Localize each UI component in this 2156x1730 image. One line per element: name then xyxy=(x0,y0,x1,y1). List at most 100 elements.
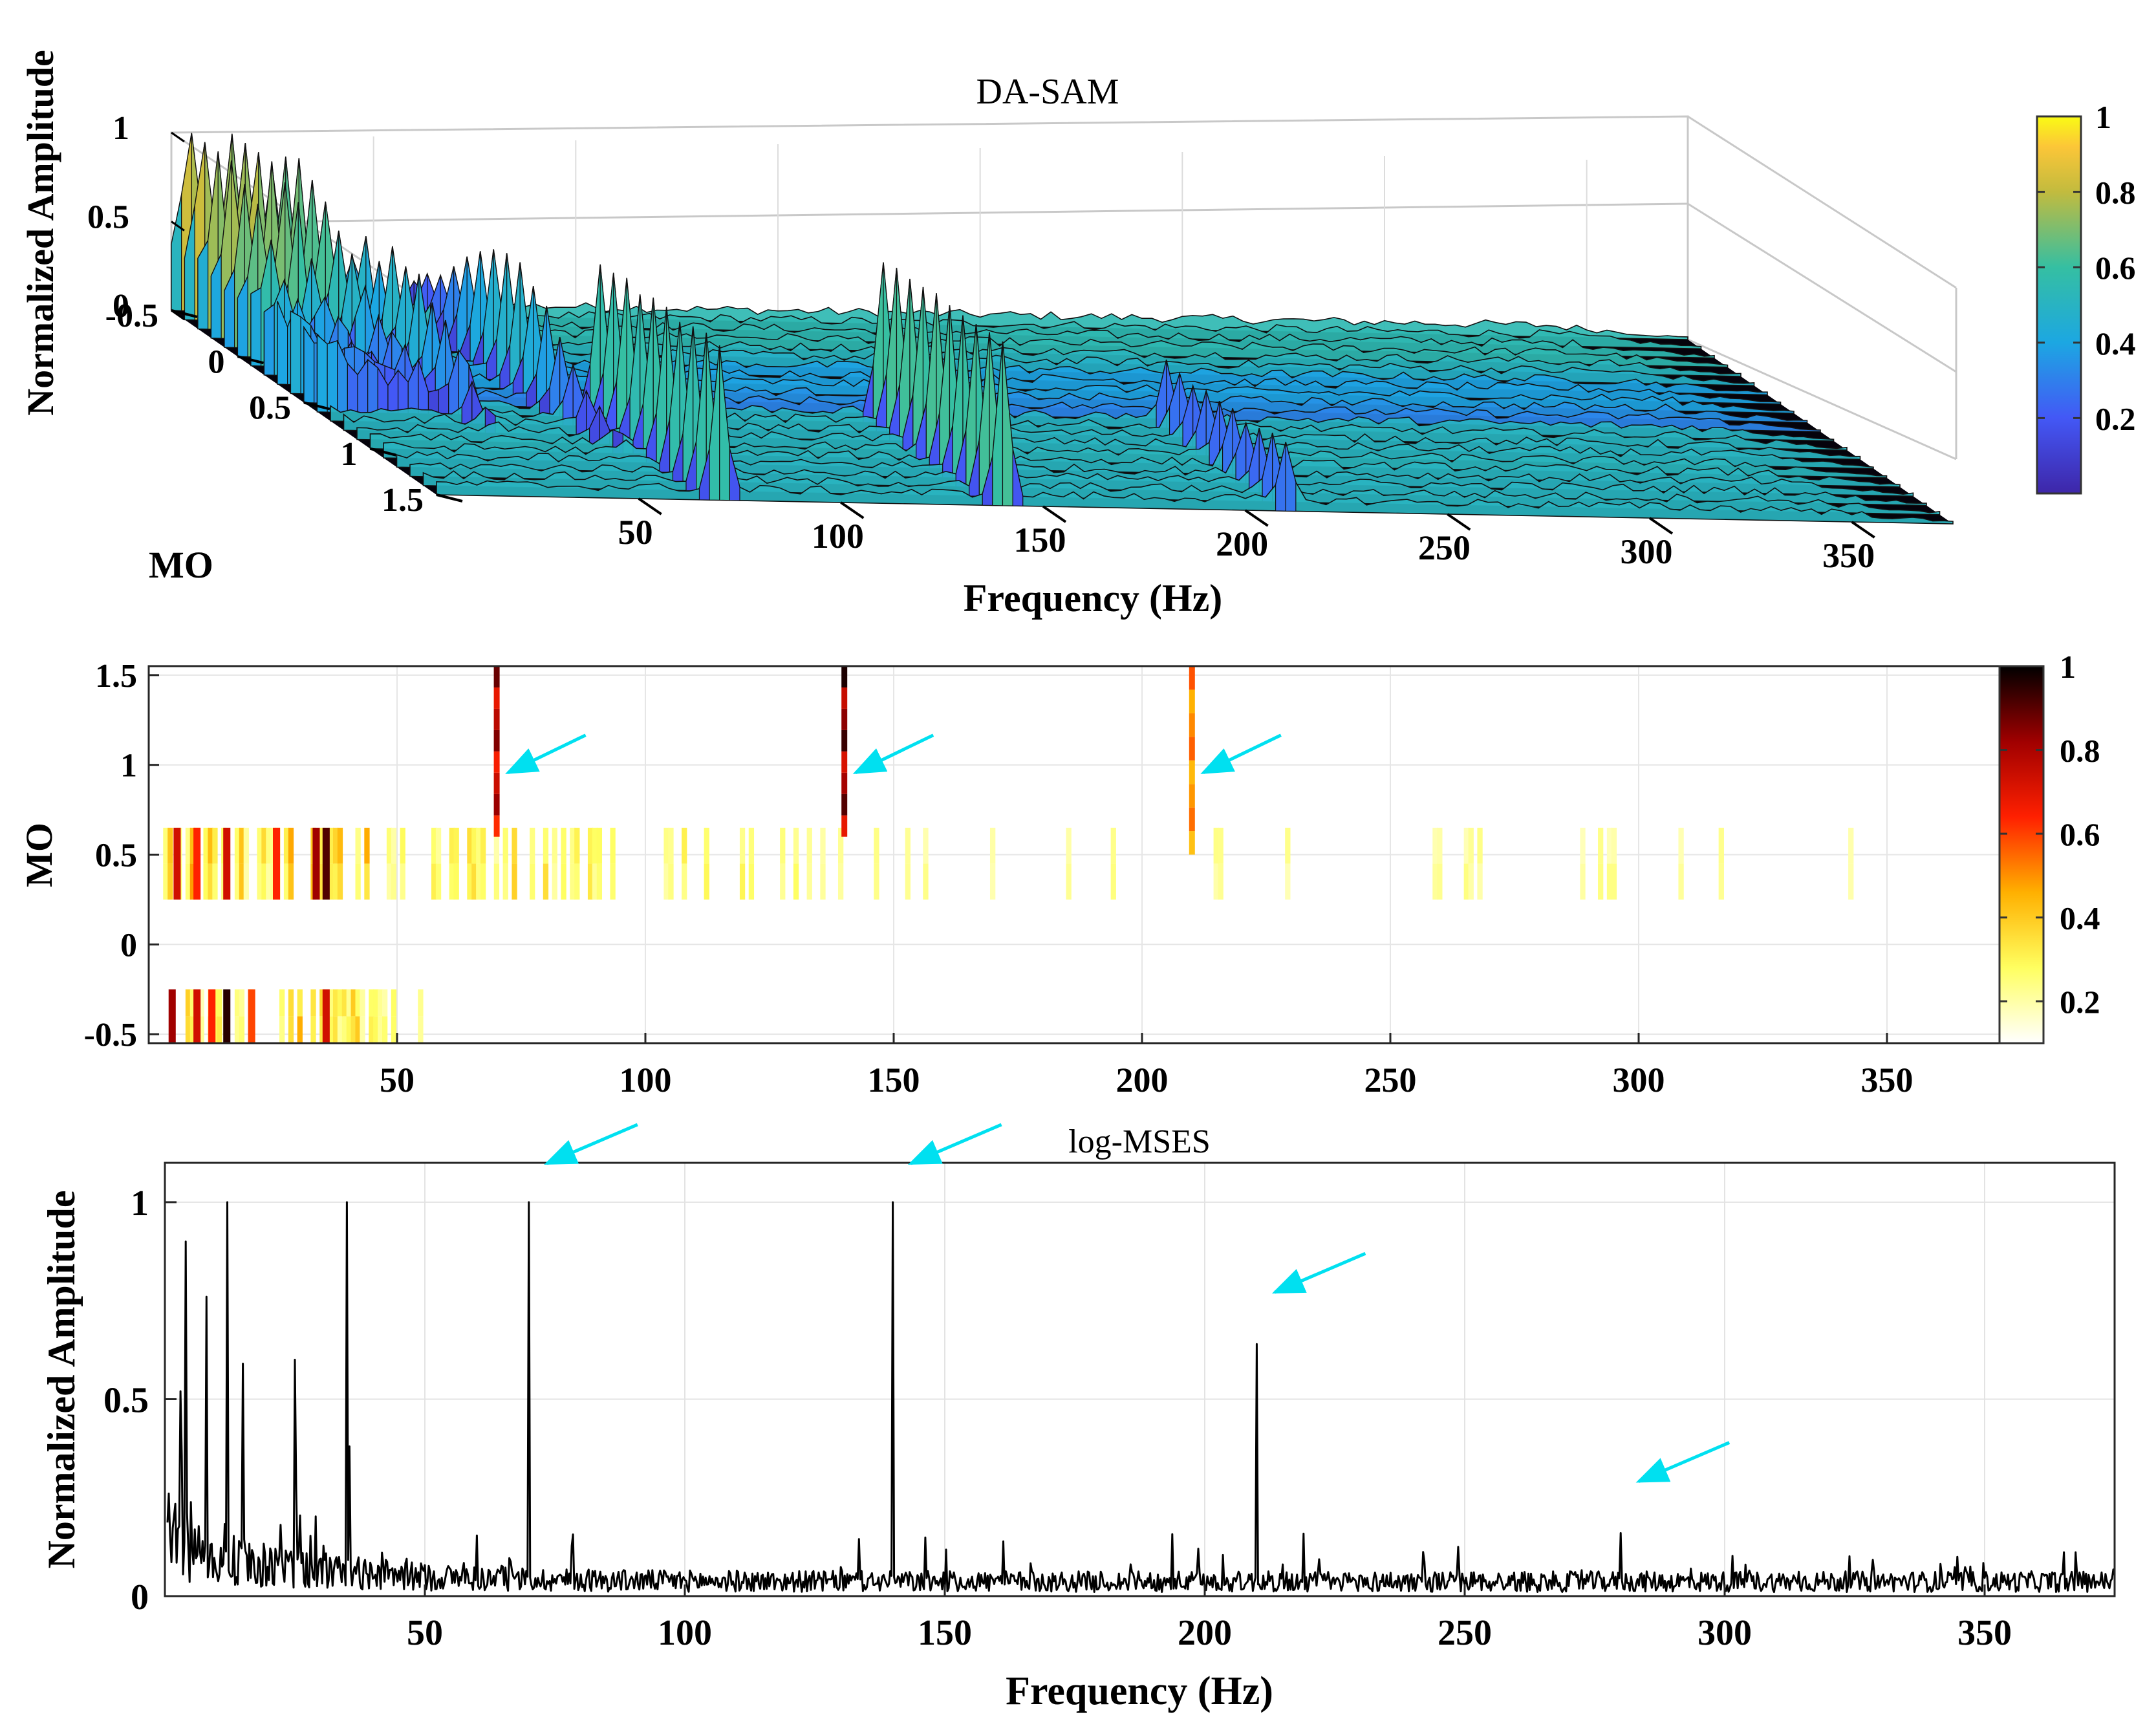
surface-zlabel: Normalized Amplitude xyxy=(19,50,61,415)
heatmap-cell xyxy=(1718,863,1724,900)
heatmap-strong-cell xyxy=(173,827,181,900)
heatmap-arrow xyxy=(505,733,587,774)
line-title: log-MSES xyxy=(1068,1123,1211,1160)
heatmap-ytick-label: 0.5 xyxy=(95,838,137,874)
heatmap-cell xyxy=(431,827,437,864)
heatmap-cell xyxy=(373,1016,379,1043)
heatmap-cell xyxy=(239,989,245,1017)
heatmap-line-segment xyxy=(1189,689,1195,713)
heatmap-cell xyxy=(288,827,294,864)
heatmap-cell xyxy=(1678,827,1684,864)
line-axes-frame xyxy=(164,1162,2116,1597)
heatmap-cell xyxy=(739,863,746,900)
heatmap-strong-cell xyxy=(193,989,201,1043)
heatmap-cell xyxy=(820,863,826,900)
heatmap-cell xyxy=(337,1016,343,1043)
heatmap-grid xyxy=(149,666,2011,1043)
heatmap-cell xyxy=(739,827,746,864)
surface-xtick xyxy=(1851,521,1875,539)
line-ytick-label: 0 xyxy=(131,1577,149,1617)
heatmap-cell xyxy=(257,863,263,900)
heatmap-line-segment xyxy=(841,794,848,816)
surface-ytick xyxy=(370,447,396,457)
heatmap-line-segment xyxy=(1189,784,1195,808)
heatmap-cell xyxy=(682,827,687,864)
heatmap-cell xyxy=(471,827,477,864)
heatmap-cell xyxy=(480,863,486,900)
heatmap-line-segment xyxy=(841,666,848,687)
surface-ztick xyxy=(171,131,185,143)
heatmap-strong-cell xyxy=(223,989,231,1043)
heatmap-cell xyxy=(261,863,267,900)
heatmap-cell xyxy=(337,827,343,864)
heatmap-cell xyxy=(378,989,383,1017)
heatmap-cell xyxy=(337,989,343,1017)
heatmap-cell xyxy=(923,827,929,864)
surface-ylabel: MO xyxy=(149,544,213,586)
surface-xtick-label: 250 xyxy=(1418,528,1471,567)
heatmap-cell xyxy=(793,863,799,900)
heatmap-strong-cell xyxy=(322,989,330,1043)
heatmap-line-segment xyxy=(1189,807,1195,832)
heatmap-cell xyxy=(400,827,405,864)
heatmap-cell xyxy=(163,863,169,900)
heatmap-cell xyxy=(341,1016,348,1043)
heatmap-xtick-label: 200 xyxy=(1116,1061,1169,1099)
heatmap-cell xyxy=(400,863,405,900)
heatmap-cell xyxy=(431,863,437,900)
heatmap-cell xyxy=(279,1016,285,1043)
line-xtick-label: 150 xyxy=(918,1613,972,1653)
heatmap-cell xyxy=(1477,863,1483,900)
surface-cell xyxy=(729,449,740,501)
heatmap-cell xyxy=(239,863,245,900)
heatmap-cell xyxy=(1606,863,1613,900)
surface-row xyxy=(383,305,1901,488)
heatmap-cell xyxy=(360,989,365,1017)
heatmap-cell xyxy=(1432,863,1438,900)
heatmap-xtick-label: 150 xyxy=(868,1061,920,1099)
surface-row xyxy=(356,287,1874,470)
heatmap-cell xyxy=(570,863,576,900)
heatmap-cell xyxy=(704,863,709,900)
heatmap-cell xyxy=(319,989,325,1017)
heatmap-cell xyxy=(189,863,196,900)
surface-xtick xyxy=(840,501,865,519)
heatmap-cell xyxy=(369,1016,374,1043)
heatmap-cell xyxy=(543,827,549,864)
heatmap-cell xyxy=(163,827,169,864)
line-arrow xyxy=(1271,1251,1366,1294)
heatmap-cell xyxy=(1598,827,1604,864)
heatmap-cell xyxy=(189,1016,196,1043)
heatmap-cell xyxy=(471,863,477,900)
heatmap-cell xyxy=(329,989,334,1017)
heatmap-cell xyxy=(905,863,911,900)
surface-ztick xyxy=(171,221,185,232)
line-ticks: 50 100 150 200 250 300 350 0 0.5 1 xyxy=(103,1184,2012,1653)
heatmap-strong-cell xyxy=(223,827,231,900)
heatmap-cell xyxy=(243,827,249,864)
heatmap-cell xyxy=(355,863,361,900)
heatmap-cell xyxy=(360,1016,365,1043)
heatmap-strong-cell xyxy=(248,989,255,1043)
heatmap-cell xyxy=(874,827,879,864)
heatmap-cell xyxy=(355,989,361,1017)
surface-xtick-label: 300 xyxy=(1621,532,1673,571)
heatmap-cell xyxy=(806,863,812,900)
heatmap-arrow xyxy=(852,733,934,774)
line-xtick-label: 350 xyxy=(1957,1613,2012,1653)
surface-marks xyxy=(171,133,1954,524)
surface-cbar-label: 0.6 xyxy=(2095,250,2136,286)
heatmap-cell xyxy=(386,863,393,900)
heatmap-cell xyxy=(574,863,580,900)
heatmap-colorbar xyxy=(1998,665,2045,1044)
heatmap-cell xyxy=(467,827,473,864)
heatmap-cell xyxy=(1213,863,1219,900)
heatmap-cell xyxy=(610,827,616,864)
heatmap-cell xyxy=(1477,827,1483,864)
heatmap-cell xyxy=(587,863,594,900)
heatmap-cell xyxy=(350,989,356,1017)
heatmap-strong-cell xyxy=(312,827,320,900)
heatmap-cell xyxy=(1066,863,1072,900)
heatmap-cell xyxy=(1580,863,1586,900)
surface-ytick-label: 1.5 xyxy=(382,482,424,519)
